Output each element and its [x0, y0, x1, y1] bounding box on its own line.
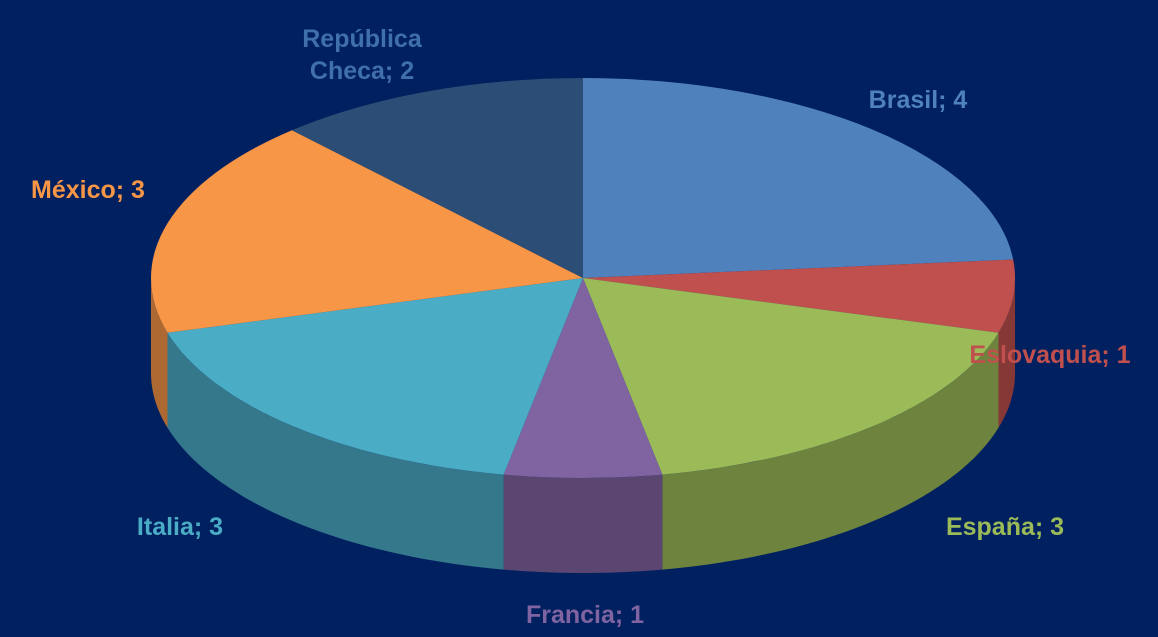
slice — [583, 278, 999, 475]
slice — [503, 278, 663, 479]
slice — [583, 259, 1015, 333]
slice-side — [503, 474, 663, 573]
slice — [150, 130, 583, 333]
data-label: Eslovaquia; 1 — [969, 341, 1131, 369]
data-label: México; 3 — [31, 176, 145, 204]
slice-side — [998, 278, 1015, 428]
slice-side — [167, 332, 504, 570]
data-label: República Checa; 2 — [302, 25, 422, 85]
data-label: España; 3 — [945, 513, 1065, 541]
slice — [291, 78, 583, 278]
slice — [167, 278, 583, 475]
data-label: Italia; 3 — [136, 513, 224, 541]
slice-side — [662, 332, 999, 570]
slice — [583, 78, 1014, 278]
data-label: Francia; 1 — [525, 601, 645, 629]
slice-side — [151, 278, 168, 428]
data-label: Brasil; 4 — [868, 86, 968, 114]
